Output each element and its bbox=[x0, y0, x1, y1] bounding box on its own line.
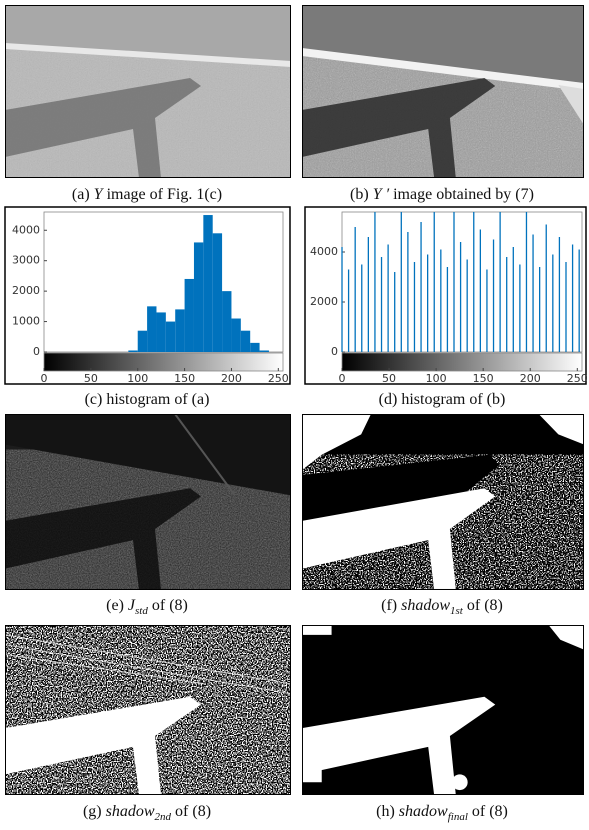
histogram-bar bbox=[156, 312, 165, 352]
caption-text: image of Fig. 1(c) bbox=[107, 186, 223, 203]
histogram-bar bbox=[138, 331, 147, 352]
histogram-bar bbox=[147, 306, 156, 352]
image-y-prime bbox=[302, 5, 584, 178]
caption-text: of (8) bbox=[152, 597, 188, 614]
x-tick-label: 150 bbox=[174, 372, 195, 385]
caption-subscript: 2nd bbox=[155, 811, 172, 823]
histogram-bar bbox=[213, 233, 222, 352]
caption-label: (d) bbox=[379, 391, 398, 408]
caption: (f) shadow1st of (8) bbox=[295, 597, 589, 617]
y-tick-label: 1000 bbox=[12, 315, 40, 328]
caption-text: of (8) bbox=[467, 597, 503, 614]
caption-subscript: std bbox=[135, 605, 148, 617]
caption-math: J bbox=[128, 597, 135, 614]
histogram-bar bbox=[175, 309, 184, 352]
caption-label: (e) bbox=[106, 597, 124, 614]
histogram-bar bbox=[241, 331, 250, 352]
caption-math: shadow bbox=[106, 803, 155, 820]
x-tick-label: 150 bbox=[473, 372, 494, 385]
caption-label: (h) bbox=[376, 803, 395, 820]
caption-text: of (8) bbox=[175, 803, 211, 820]
figure-page: 0100020003000400005010015020025002000400… bbox=[0, 0, 589, 830]
histogram-bar bbox=[185, 279, 194, 352]
x-tick-label: 50 bbox=[84, 372, 98, 385]
caption-text: image obtained by (7) bbox=[393, 186, 534, 203]
x-tick-label: 200 bbox=[520, 372, 541, 385]
histogram-bar bbox=[222, 291, 231, 352]
image-j-std bbox=[5, 414, 291, 590]
colorbar bbox=[342, 353, 582, 371]
y-tick-label: 4000 bbox=[12, 223, 40, 236]
caption-subscript: final bbox=[448, 811, 468, 823]
caption: (a) Y image of Fig. 1(c) bbox=[0, 186, 294, 204]
x-tick-label: 200 bbox=[221, 372, 242, 385]
y-tick-label: 3000 bbox=[12, 254, 40, 267]
caption: (c) histogram of (a) bbox=[0, 391, 294, 409]
histogram-bar bbox=[231, 319, 240, 352]
x-tick-label: 50 bbox=[382, 372, 396, 385]
image-shadow-2nd bbox=[5, 625, 291, 795]
x-tick-label: 0 bbox=[339, 372, 346, 385]
caption-text: of (8) bbox=[472, 803, 508, 820]
colorbar bbox=[44, 353, 283, 371]
histogram-bar bbox=[250, 343, 259, 352]
caption-text: histogram of (a) bbox=[106, 391, 209, 408]
histogram-bar bbox=[203, 215, 212, 352]
y-tick-label: 0 bbox=[33, 345, 40, 358]
caption-math: shadow bbox=[401, 597, 450, 614]
histogram-bar bbox=[260, 350, 269, 352]
image-shadow-final bbox=[302, 625, 584, 795]
caption-text: histogram of (b) bbox=[401, 391, 505, 408]
caption-math: Y bbox=[94, 186, 103, 203]
caption-subscript: 1st bbox=[450, 605, 463, 617]
caption: (e) Jstd of (8) bbox=[0, 597, 294, 617]
caption-label: (a) bbox=[72, 186, 90, 203]
image-shadow-1st bbox=[302, 414, 584, 590]
caption-label: (b) bbox=[350, 186, 369, 203]
caption: (d) histogram of (b) bbox=[295, 391, 589, 409]
y-tick-label: 0 bbox=[331, 345, 338, 358]
y-tick-label: 4000 bbox=[310, 245, 338, 258]
caption-math: Y ′ bbox=[373, 186, 389, 203]
histogram-bar bbox=[194, 242, 203, 352]
y-tick-label: 2000 bbox=[310, 295, 338, 308]
image-y bbox=[5, 5, 291, 178]
caption-label: (c) bbox=[85, 391, 103, 408]
figure: 0100020003000400005010015020025002000400… bbox=[0, 0, 589, 830]
x-tick-label: 100 bbox=[127, 372, 148, 385]
histogram-bar bbox=[166, 322, 175, 352]
caption: (h) shadowfinal of (8) bbox=[295, 803, 589, 823]
caption-math: shadow bbox=[399, 803, 448, 820]
x-tick-label: 250 bbox=[268, 372, 289, 385]
x-tick-label: 100 bbox=[426, 372, 447, 385]
caption-label: (g) bbox=[83, 803, 102, 820]
caption: (b) Y ′ image obtained by (7) bbox=[295, 186, 589, 204]
y-tick-label: 2000 bbox=[12, 284, 40, 297]
caption: (g) shadow2nd of (8) bbox=[0, 803, 294, 823]
histogram-bar bbox=[128, 350, 137, 352]
x-tick-label: 0 bbox=[41, 372, 48, 385]
x-tick-label: 250 bbox=[567, 372, 588, 385]
caption-label: (f) bbox=[381, 597, 397, 614]
